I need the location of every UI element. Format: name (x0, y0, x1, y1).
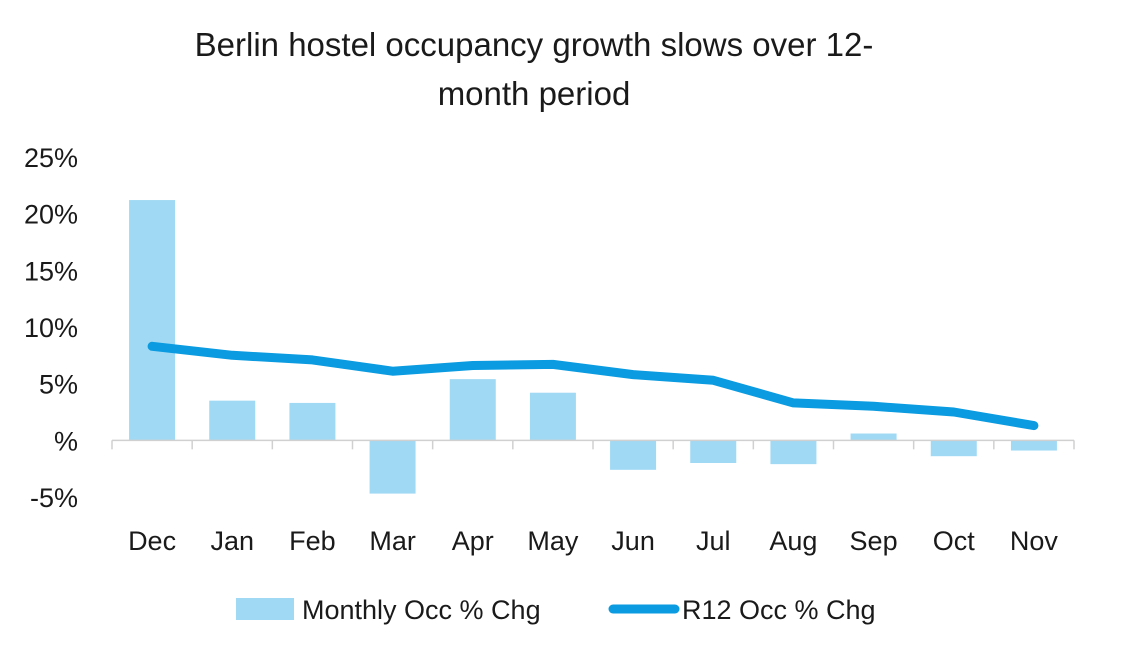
bar-monthly-apr (449, 379, 496, 441)
y-tick-label: 5% (39, 370, 78, 400)
bar-monthly-may (529, 392, 576, 441)
y-tick-label: 10% (24, 313, 78, 343)
x-tick-label: Sep (850, 526, 898, 556)
y-tick-label: 15% (24, 256, 78, 286)
x-tick-label: Feb (289, 526, 336, 556)
bar-monthly-sep (850, 433, 897, 441)
bar-monthly-jul (690, 440, 737, 463)
bar-monthly-aug (770, 440, 817, 465)
bar-monthly-oct (930, 440, 977, 457)
x-tick-label: Mar (369, 526, 416, 556)
y-tick-label: 25% (24, 143, 78, 173)
bar-monthly-jan (209, 400, 256, 441)
x-tick-label: Aug (769, 526, 817, 556)
x-tick-label: Oct (933, 526, 976, 556)
bar-monthly-mar (369, 440, 416, 494)
y-tick-label: % (54, 426, 78, 456)
chart-title-line-2: month period (437, 75, 631, 112)
x-tick-label: Apr (452, 526, 494, 556)
x-tick-label: May (527, 526, 579, 556)
x-tick-label: Jun (611, 526, 655, 556)
bar-monthly-jun (610, 440, 657, 470)
legend-label-monthly: Monthly Occ % Chg (302, 595, 541, 625)
legend-swatch-monthly (236, 598, 294, 620)
bar-monthly-nov (1010, 440, 1057, 451)
x-tick-label: Nov (1010, 526, 1059, 556)
chart-title-line-1: Berlin hostel occupancy growth slows ove… (194, 26, 874, 63)
x-tick-label: Jan (210, 526, 254, 556)
y-tick-label: 20% (24, 200, 78, 230)
line-r12 (147, 341, 1039, 431)
legend-label-r12: R12 Occ % Chg (682, 595, 876, 625)
bar-monthly-feb (289, 402, 336, 441)
bar-monthly-dec (129, 200, 176, 441)
y-tick-label: -5% (30, 483, 78, 513)
x-tick-label: Dec (128, 526, 176, 556)
x-tick-label: Jul (696, 526, 731, 556)
